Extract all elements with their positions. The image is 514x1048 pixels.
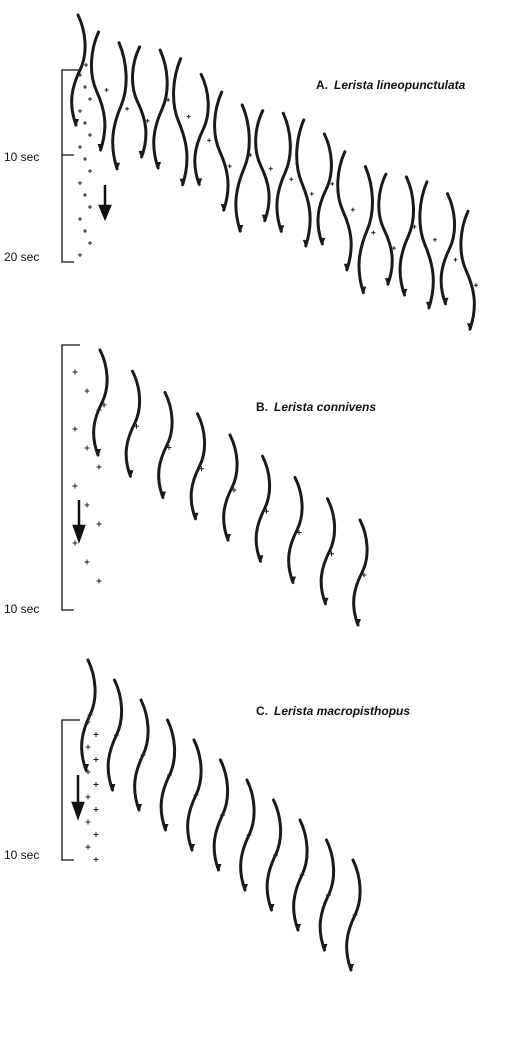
marker-cross (330, 182, 334, 186)
arrow (100, 185, 110, 218)
marker-cross (289, 177, 293, 181)
marker-cross (83, 157, 87, 161)
body-outline (174, 59, 187, 185)
marker-cross (207, 138, 211, 142)
marker-cross (85, 389, 90, 394)
marker-cross (94, 857, 99, 862)
body-outline (318, 134, 331, 244)
body-outline (277, 113, 290, 231)
marker-cross (351, 208, 355, 212)
body-outline (379, 174, 392, 284)
marker-cross (73, 484, 78, 489)
arrow (74, 500, 84, 540)
time-label: 10 sec (4, 602, 39, 616)
page: {"panels": [ {"letter": "A.", "species":… (0, 0, 514, 1048)
body-outline (91, 32, 104, 150)
marker-cross (78, 253, 82, 257)
marker-cross (88, 133, 92, 137)
time-label: 10 sec (4, 150, 39, 164)
figure: 10 sec 20 sec A. Lerista lineopunctulata… (0, 0, 514, 1048)
marker-cross (88, 169, 92, 173)
marker-cross (453, 258, 457, 262)
body-outline (461, 211, 474, 329)
body-outline (113, 43, 126, 169)
marker-cross (78, 145, 82, 149)
species-name: Lerista macropisthopus (274, 704, 410, 718)
body-outline (159, 393, 172, 498)
marker-cross (84, 63, 88, 67)
body-outline (195, 74, 208, 184)
body-outline (215, 92, 228, 210)
marker-cross (78, 109, 82, 113)
marker-cross (94, 832, 99, 837)
body-outline (321, 499, 334, 604)
panel-c: 10 sec C. Lerista macropisthopus (4, 704, 410, 862)
body-outline (289, 478, 302, 583)
body-outline (224, 435, 237, 540)
marker-cross (83, 121, 87, 125)
panel-letter: A. (316, 78, 328, 92)
marker-cross (85, 560, 90, 565)
body-outline (132, 47, 145, 157)
marker-cross (94, 757, 99, 762)
marker-cross (187, 115, 191, 119)
body-outline (256, 111, 269, 221)
marker-cross (105, 88, 109, 92)
marker-cross (86, 795, 91, 800)
marker-cross (86, 745, 91, 750)
marker-cross (88, 241, 92, 245)
panel-letter: C. (256, 704, 268, 718)
marker-cross (125, 107, 129, 111)
marker-cross (78, 217, 82, 221)
marker-cross (78, 181, 82, 185)
marker-cross (73, 370, 78, 375)
body-outline (236, 105, 249, 231)
body-outline (420, 182, 433, 308)
body-outline (338, 152, 351, 270)
time-label: 20 sec (4, 250, 39, 264)
marker-cross (94, 807, 99, 812)
marker-cross (73, 427, 78, 432)
marker-cross (371, 231, 375, 235)
marker-cross (97, 465, 102, 470)
marker-cross (85, 446, 90, 451)
marker-cross (228, 164, 232, 168)
marker-cross (86, 845, 91, 850)
marker-cross (310, 192, 314, 196)
marker-cross (88, 97, 92, 101)
body-outline (441, 194, 454, 304)
body-outline (191, 414, 204, 519)
marker-cross (94, 732, 99, 737)
panel-a: 10 sec 20 sec A. Lerista lineopunctulata (4, 70, 466, 264)
time-bracket (62, 345, 80, 610)
marker-cross (86, 820, 91, 825)
body-outline (126, 371, 139, 476)
marker-cross (97, 522, 102, 527)
marker-cross (83, 85, 87, 89)
marker-cross (83, 193, 87, 197)
body-outline (256, 456, 269, 561)
body-outline (297, 120, 310, 246)
body-outline (400, 177, 413, 295)
panel-letter: B. (256, 400, 268, 414)
marker-cross (94, 782, 99, 787)
body-outline (359, 167, 372, 293)
species-name: Lerista connivens (274, 400, 376, 414)
time-label: 10 sec (4, 848, 39, 862)
body-outline (94, 350, 107, 455)
marker-cross (73, 541, 78, 546)
marker-cross (269, 167, 273, 171)
body-outline (154, 50, 167, 168)
marker-cross (83, 229, 87, 233)
marker-cross (474, 283, 478, 287)
species-name: Lerista lineopunctulata (334, 78, 466, 92)
arrow (73, 775, 83, 817)
marker-cross (97, 579, 102, 584)
body-outline (354, 520, 367, 625)
marker-cross (85, 503, 90, 508)
marker-cross (88, 205, 92, 209)
marker-cross (433, 238, 437, 242)
